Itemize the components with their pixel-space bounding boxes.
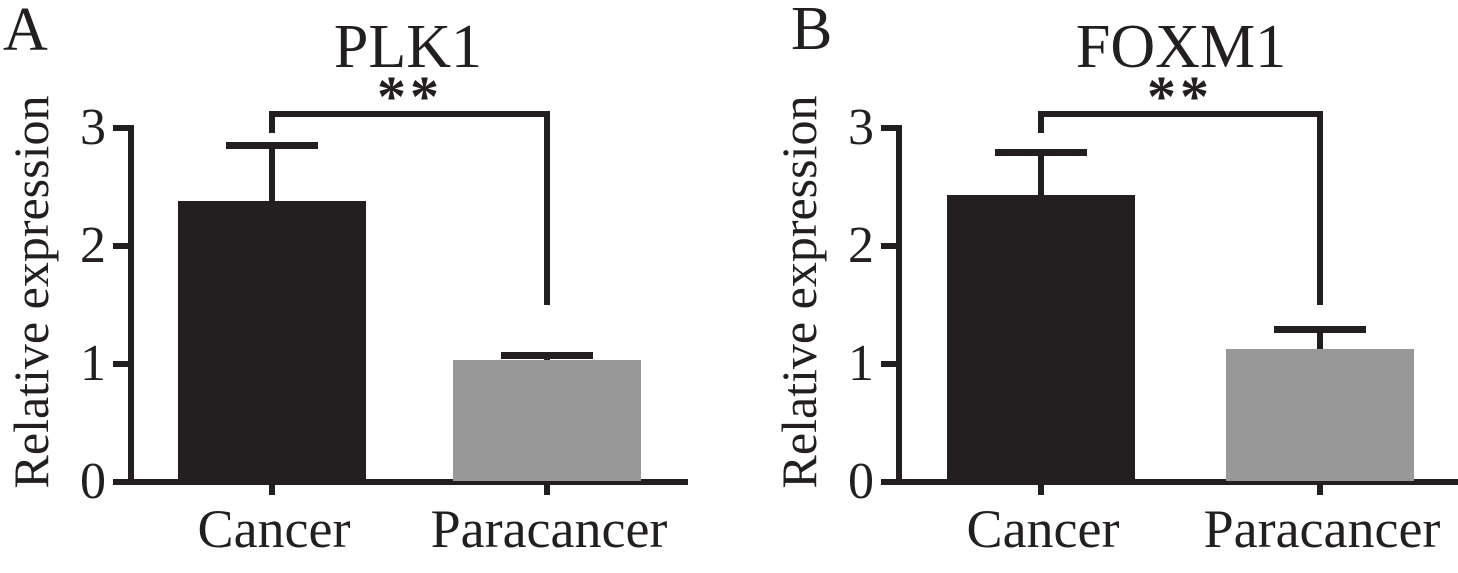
panel-b-y-axis	[896, 125, 902, 485]
panel-b-ytick-1	[881, 361, 896, 367]
panel-b-xtick-cancer	[1038, 485, 1044, 495]
panel-a-ytick-label-3: 3	[80, 99, 106, 156]
panel-b-errorcap-paracancer	[1274, 326, 1366, 333]
panel-b-bracket-horizontal	[1038, 111, 1323, 117]
panel-b-significance-stars: **	[1147, 64, 1213, 129]
panel-a-ytick-label-0: 0	[80, 453, 106, 510]
panel-b-errorcap-cancer	[995, 149, 1087, 156]
panel-a-errorbar-cancer	[269, 145, 275, 201]
panel-a-errorcap-paracancer	[501, 352, 593, 359]
panel-a-bar-cancer	[178, 201, 366, 481]
panel-a-bracket-right-drop	[544, 111, 550, 305]
panel-a-significance-stars: **	[377, 64, 443, 129]
panel-a-bar-paracancer	[453, 360, 641, 481]
panel-a-bracket-horizontal	[269, 111, 550, 117]
panel-a-category-cancer: Cancer	[197, 499, 351, 559]
panel-b-bar-paracancer	[1226, 349, 1414, 481]
panel-b-errorbar-paracancer	[1317, 329, 1323, 349]
panel-b-bar-cancer	[947, 195, 1135, 481]
panel-a-title: PLK1	[333, 13, 483, 81]
panel-a-category-paracancer: Paracancer	[430, 499, 668, 559]
panel-b-category-cancer: Cancer	[966, 499, 1120, 559]
panel-b-ytick-3	[881, 125, 896, 131]
panel-b-errorbar-cancer	[1038, 152, 1044, 195]
panel-b-bracket-left-drop	[1038, 111, 1044, 133]
panel-a-label: A	[3, 0, 48, 64]
panel-b-ytick-label-0: 0	[848, 453, 874, 510]
panel-a-ytick-2	[113, 243, 128, 249]
panel-a-xtick-paracancer	[544, 485, 550, 495]
panel-b-ytick-label-2: 2	[848, 217, 874, 274]
panel-b-x-axis	[881, 479, 1458, 485]
panel-b-bracket-right-drop	[1317, 111, 1323, 305]
panel-a-xtick-cancer	[269, 485, 275, 495]
panel-b-title: FOXM1	[1075, 13, 1287, 81]
panel-b-ytick-label-3: 3	[848, 99, 874, 156]
panel-b-ytick-2	[881, 243, 896, 249]
panel-b-xtick-paracancer	[1317, 485, 1323, 495]
panel-a-ytick-1	[113, 361, 128, 367]
panel-a-errorcap-cancer	[226, 142, 318, 149]
panel-a-x-axis	[113, 479, 688, 485]
panel-b-ytick-label-1: 1	[848, 335, 874, 392]
panel-a-ytick-label-2: 2	[80, 217, 106, 274]
panel-b-label: B	[791, 0, 833, 63]
panel-a-bracket-left-drop	[269, 111, 275, 133]
panel-b-category-paracancer: Paracancer	[1203, 499, 1441, 559]
panel-a-y-axis	[128, 125, 134, 485]
panel-a-ytick-3	[113, 125, 128, 131]
panel-a-ytick-label-1: 1	[80, 335, 106, 392]
